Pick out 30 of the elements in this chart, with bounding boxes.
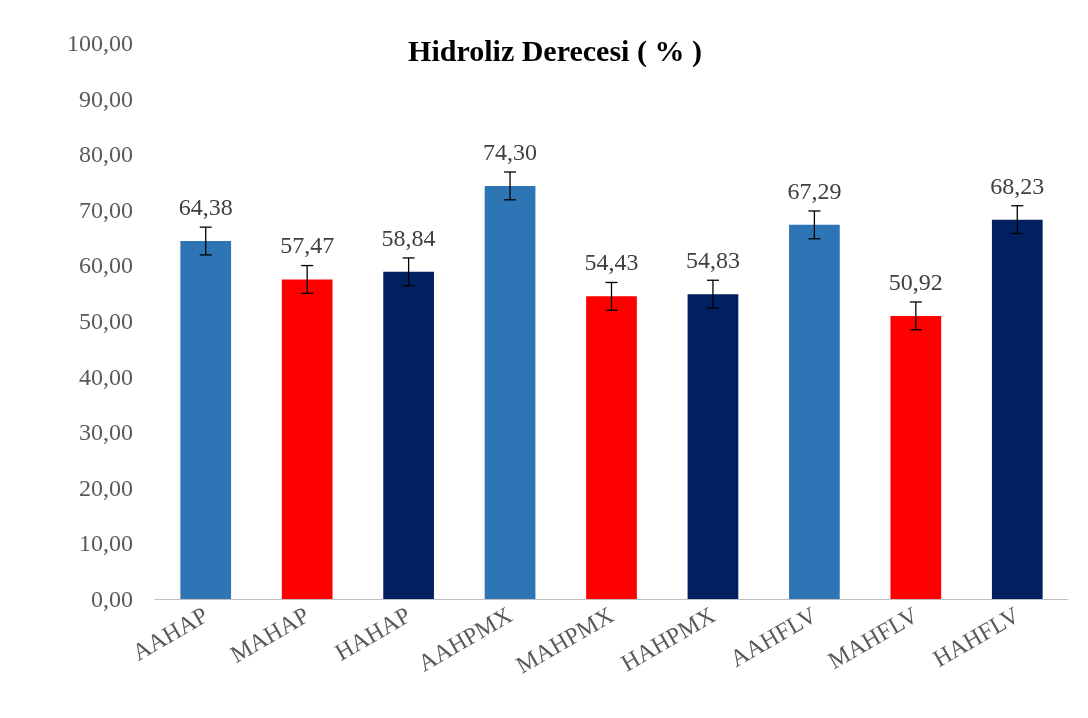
data-label: 58,84 bbox=[381, 224, 436, 251]
bar bbox=[890, 315, 942, 599]
data-label: 67,29 bbox=[787, 177, 842, 204]
chart-title: Hidroliz Derecesi ( % ) bbox=[408, 33, 702, 68]
data-label: 50,92 bbox=[888, 268, 943, 295]
y-tick-label: 20,00 bbox=[79, 474, 133, 501]
y-tick-label: 50,00 bbox=[79, 308, 133, 334]
y-tick-label: 30,00 bbox=[79, 419, 133, 446]
data-label: 57,47 bbox=[280, 232, 335, 259]
y-tick-label: 60,00 bbox=[79, 252, 133, 279]
bar bbox=[789, 224, 840, 599]
bar bbox=[484, 185, 536, 599]
y-tick-label: 70,00 bbox=[79, 196, 133, 223]
bar bbox=[383, 271, 434, 599]
bar bbox=[586, 296, 637, 599]
y-tick-label: 0,00 bbox=[91, 586, 133, 612]
data-label: 54,83 bbox=[685, 247, 740, 274]
bar bbox=[281, 279, 333, 599]
bar bbox=[180, 241, 232, 599]
data-label: 68,23 bbox=[990, 172, 1045, 199]
bar bbox=[991, 219, 1043, 599]
y-tick-label: 90,00 bbox=[79, 85, 133, 112]
data-label: 54,43 bbox=[584, 249, 639, 276]
y-tick-label: 100,00 bbox=[67, 30, 133, 56]
y-tick-label: 10,00 bbox=[79, 530, 133, 557]
data-label: 74,30 bbox=[483, 138, 538, 165]
data-label: 64,38 bbox=[178, 194, 233, 221]
y-tick-label: 40,00 bbox=[79, 363, 133, 390]
bar bbox=[687, 294, 739, 599]
y-tick-label: 80,00 bbox=[79, 141, 133, 168]
